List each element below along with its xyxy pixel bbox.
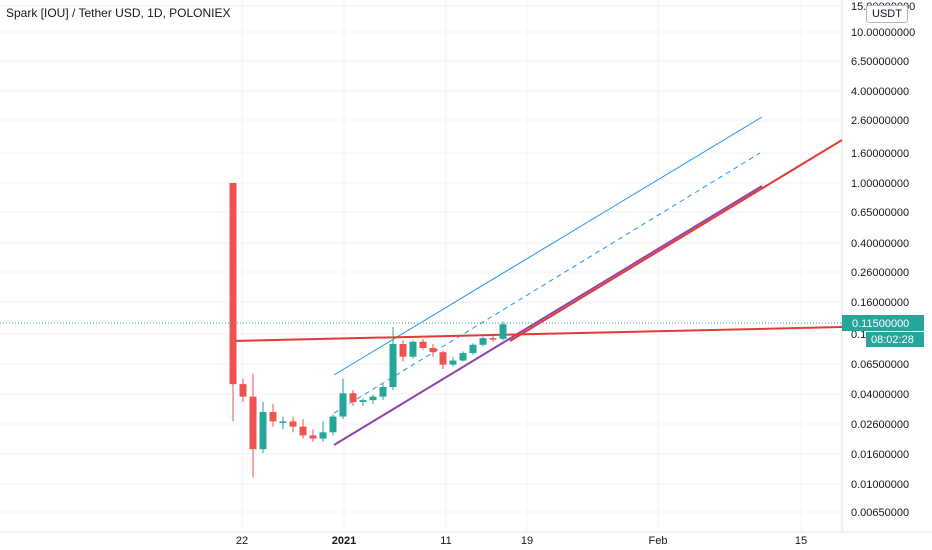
support-trend-line[interactable]: [333, 185, 763, 446]
candle-body: [399, 344, 407, 357]
countdown-value: 08:02:28: [871, 334, 914, 346]
currency-selector[interactable]: USDT: [866, 5, 908, 23]
candle-body: [349, 393, 357, 402]
breakout-trend-line[interactable]: [509, 139, 843, 342]
time-tick-label: 15: [795, 535, 807, 547]
candle-body: [339, 393, 347, 417]
last-price-marker: 0.11500000 08:02:28: [0, 315, 924, 347]
price-tick-label: 4.00000000: [851, 86, 909, 98]
candle-body: [249, 396, 257, 450]
candle-body: [429, 347, 437, 353]
candle-body: [439, 352, 447, 365]
price-axis[interactable]: 15.0000000010.000000006.500000004.000000…: [851, 1, 915, 519]
time-tick-label: 19: [521, 535, 533, 547]
price-tick-label: 0.65000000: [851, 207, 909, 219]
candle-body: [449, 360, 457, 365]
price-tick-label: 0.02600000: [851, 419, 909, 431]
channel-upper-line[interactable]: [333, 116, 763, 376]
candle-body: [269, 412, 277, 422]
time-tick-label: Feb: [649, 535, 668, 547]
price-tick-label: 0.40000000: [851, 238, 909, 250]
price-tick-label: 0.01600000: [851, 449, 909, 461]
time-tick-label: 22: [236, 535, 248, 547]
time-tick-label: 2021: [332, 535, 356, 547]
price-tick-label: 2.60000000: [851, 115, 909, 127]
candle-body: [329, 416, 337, 433]
candle-body: [299, 426, 307, 436]
candle-body: [319, 432, 327, 439]
price-tick-label: 1.60000000: [851, 148, 909, 160]
price-tick-label: 6.50000000: [851, 56, 909, 68]
price-tick-label: 0.16000000: [851, 297, 909, 309]
price-tick-label: 0.06500000: [851, 359, 909, 371]
candle-body: [459, 353, 467, 361]
candle-body: [359, 400, 367, 402]
candle-body: [369, 396, 377, 401]
candle-body: [379, 387, 387, 397]
price-tick-label: 0.00650000: [851, 507, 909, 519]
price-tick-label: 10.00000000: [851, 27, 915, 39]
countdown-tag: [866, 332, 924, 347]
candlestick-series: [229, 182, 507, 478]
price-tick-label: 0.1: [851, 329, 866, 341]
candle-body: [259, 412, 267, 450]
candle-body: [489, 338, 497, 340]
price-tick-label: 0.01000000: [851, 479, 909, 491]
candle-body: [389, 344, 397, 388]
price-axis-bg: [842, 0, 932, 550]
candle-body: [239, 384, 247, 397]
price-tick-label: 0.26000000: [851, 267, 909, 279]
candle-body: [419, 341, 427, 348]
candle-body: [409, 341, 417, 357]
candle-body: [229, 182, 237, 385]
resistance-line[interactable]: [231, 326, 843, 342]
time-axis[interactable]: 22 2021 11 19 Feb 15: [236, 535, 807, 547]
candle-body: [289, 421, 297, 427]
candle-body: [469, 344, 477, 354]
candle-body: [499, 324, 507, 339]
last-price-tag: [842, 315, 924, 331]
symbol-title[interactable]: Spark [IOU] / Tether USD, 1D, POLONIEX: [6, 6, 231, 20]
candle-body: [309, 435, 317, 439]
candle-body: [479, 338, 487, 345]
candle-body: [279, 421, 287, 423]
price-tick-label: 1.00000000: [851, 178, 909, 190]
last-price-value: 0.11500000: [852, 318, 909, 330]
channel-mid-line[interactable]: [333, 152, 761, 414]
price-tick-label: 0.04000000: [851, 389, 909, 401]
time-tick-label: 11: [440, 535, 451, 547]
grid-lines: [0, 0, 842, 532]
trend-drawings[interactable]: [231, 116, 843, 446]
